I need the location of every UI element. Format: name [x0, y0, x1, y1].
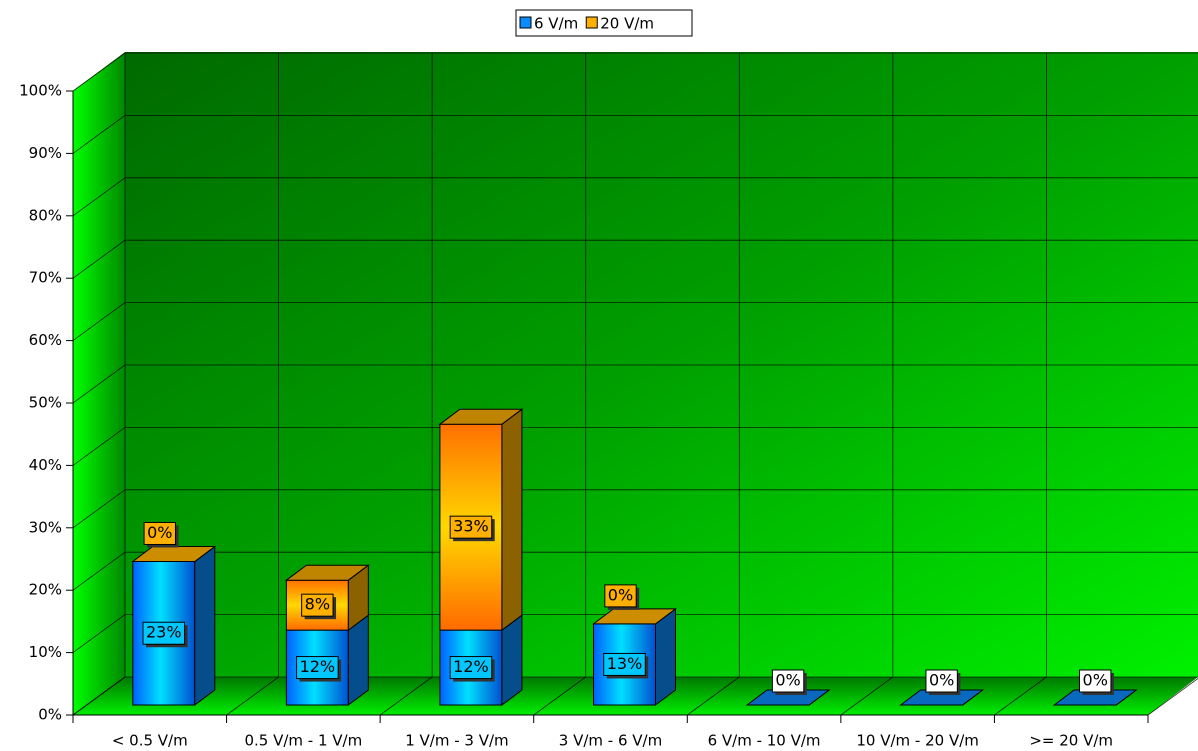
x-tick-label: 6 V/m - 10 V/m	[708, 732, 821, 750]
grid-line	[72, 177, 126, 217]
bar-side	[347, 614, 369, 706]
floor-line	[840, 676, 894, 716]
label-box	[143, 521, 176, 545]
grid-line	[72, 239, 126, 279]
data-label: 13%	[603, 652, 649, 679]
label-box	[449, 656, 493, 680]
label-box	[925, 669, 958, 693]
legend-label: 6 V/m	[534, 15, 578, 33]
y-tick-label: 0%	[38, 706, 62, 724]
data-label: 0%	[1079, 669, 1114, 695]
floor-line	[72, 676, 126, 716]
floor-line	[533, 676, 586, 716]
bar-top	[1052, 689, 1138, 706]
x-tick-label: < 0.5 V/m	[112, 732, 188, 750]
bar-top	[284, 564, 370, 581]
grid-line	[72, 364, 126, 404]
x-tick-label: 0.5 V/m - 1 V/m	[244, 732, 362, 750]
grid-line	[72, 302, 126, 341]
bar-side	[194, 545, 216, 706]
bar-side	[501, 614, 523, 706]
bar-top	[592, 608, 677, 625]
y-tick-label: 20%	[29, 581, 62, 599]
legend-label: 20 V/m	[600, 15, 654, 33]
legend-box	[515, 9, 693, 37]
y-tick-label: 40%	[29, 456, 62, 474]
label-box	[604, 584, 637, 608]
x-tick-label: 10 V/m - 20 V/m	[856, 732, 979, 750]
x-tick-label: 1 V/m - 3 V/m	[405, 732, 508, 750]
legend-swatch	[519, 16, 532, 29]
legend-swatch	[585, 16, 598, 29]
y-tick-label: 100%	[19, 82, 62, 100]
back-wall	[125, 52, 1198, 677]
data-label-text: 12%	[453, 657, 489, 676]
grid-line	[72, 115, 126, 154]
label-box	[1079, 669, 1112, 693]
data-label: 0%	[771, 669, 807, 695]
data-label-text: 33%	[453, 517, 489, 536]
data-label-text: 0%	[1083, 671, 1108, 690]
grid-line	[72, 52, 126, 92]
data-label: 23%	[142, 621, 188, 648]
bar-side	[501, 408, 523, 632]
data-label: 0%	[925, 669, 961, 695]
floor-line	[687, 676, 740, 716]
data-label: 8%	[301, 593, 337, 620]
data-label-text: 0%	[608, 585, 633, 604]
data-label-text: 23%	[146, 623, 182, 642]
label-box	[142, 621, 186, 645]
grid-line	[72, 614, 126, 653]
bar-top	[131, 545, 217, 562]
data-label-text: 12%	[300, 657, 336, 676]
y-tick-label: 70%	[29, 269, 62, 287]
y-tick-label: 60%	[29, 331, 62, 349]
y-tick-label: 90%	[29, 144, 62, 162]
bar-side	[655, 607, 676, 706]
data-label-text: 13%	[607, 654, 643, 673]
y-tick-label: 50%	[29, 394, 62, 412]
y-tick-label: 30%	[29, 518, 62, 536]
data-label: 12%	[296, 656, 342, 682]
floor-line	[994, 676, 1047, 716]
bar-top	[745, 689, 831, 706]
bar-top	[438, 408, 524, 425]
y-tick-label: 10%	[29, 643, 62, 661]
floor-line	[1147, 677, 1198, 716]
label-box	[771, 669, 805, 693]
data-label-text: 0%	[775, 671, 800, 690]
floor-line	[379, 676, 433, 716]
bar-top	[899, 689, 985, 706]
data-label: 33%	[449, 515, 495, 542]
label-box	[296, 656, 339, 680]
x-tick-label: >= 20 V/m	[1029, 732, 1113, 750]
data-label-text: 8%	[305, 595, 330, 614]
grid-line	[72, 551, 126, 591]
label-box	[301, 593, 334, 617]
label-box	[603, 652, 646, 676]
y-tick-label: 80%	[29, 206, 62, 224]
data-label-text: 0%	[929, 671, 954, 690]
grid-line	[72, 427, 126, 466]
data-label: 12%	[449, 656, 495, 682]
grid-line	[72, 489, 126, 529]
floor-line	[226, 676, 279, 716]
data-label: 0%	[604, 584, 640, 610]
label-box	[449, 515, 493, 539]
data-label: 0%	[143, 521, 179, 548]
walls	[73, 52, 1198, 715]
left-wall	[73, 52, 125, 715]
x-tick-label: 3 V/m - 6 V/m	[559, 732, 662, 750]
data-label-text: 0%	[147, 523, 172, 542]
